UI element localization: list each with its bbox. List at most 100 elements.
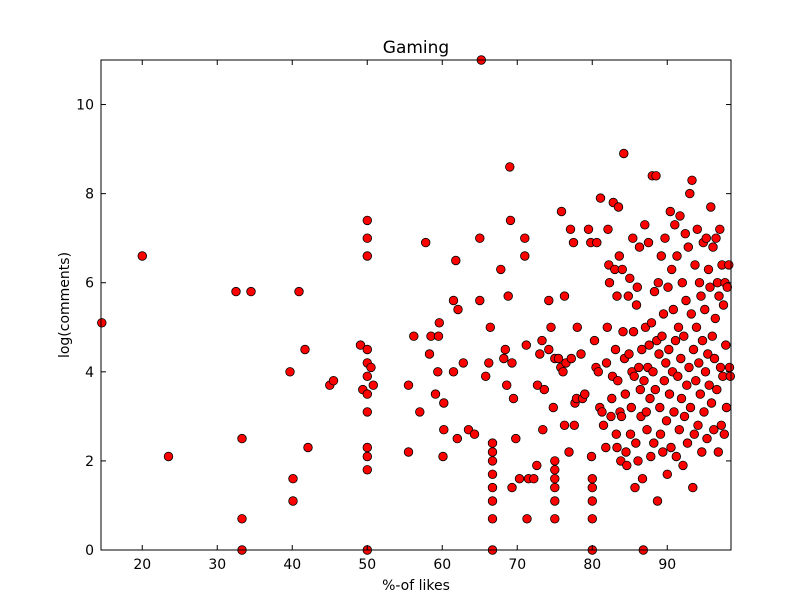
data-point: [679, 331, 689, 341]
data-point: [511, 433, 521, 444]
data-point: [362, 215, 373, 226]
data-point: [403, 380, 414, 390]
data-point: [686, 309, 697, 319]
data-point: [685, 188, 695, 199]
data-point: [709, 425, 719, 435]
y-tick-label: 8: [85, 187, 94, 203]
data-point: [724, 362, 735, 373]
plot-area-frame: [100, 59, 732, 551]
data-point: [521, 340, 532, 350]
data-point: [452, 433, 463, 444]
data-point: [620, 389, 631, 399]
data-point: [621, 447, 631, 457]
data-point: [706, 398, 717, 408]
axis-ticks: 20 30 40 50 60 70 80 90 0 2 4 6 8 10: [76, 60, 731, 573]
data-point: [572, 322, 583, 333]
data-point: [670, 335, 681, 346]
data-point: [366, 362, 376, 373]
data-point: [565, 224, 576, 235]
data-point: [587, 482, 598, 493]
data-point: [672, 251, 682, 261]
data-point: [520, 233, 530, 243]
data-point: [722, 282, 733, 292]
x-tick-label: 60: [433, 557, 451, 573]
data-point: [601, 442, 611, 453]
data-point: [669, 407, 679, 417]
data-point: [658, 447, 668, 457]
data-point: [458, 358, 469, 368]
data-point: [438, 451, 448, 462]
data-point: [409, 331, 419, 341]
data-point: [697, 335, 708, 346]
data-point: [603, 224, 613, 235]
x-tick-label: 70: [508, 557, 526, 573]
data-point: [586, 451, 597, 462]
data-point: [688, 482, 698, 493]
data-point: [649, 438, 659, 448]
data-point: [719, 429, 730, 439]
data-point: [661, 416, 672, 426]
data-point: [487, 482, 498, 493]
data-point: [634, 362, 644, 373]
data-point: [678, 460, 688, 471]
data-point: [712, 384, 722, 395]
data-point: [700, 367, 711, 377]
data-point: [537, 335, 547, 346]
x-tick-label: 50: [358, 557, 376, 573]
data-point: [505, 215, 516, 226]
data-point: [580, 389, 590, 399]
data-point: [673, 371, 683, 382]
data-point: [475, 233, 485, 243]
data-point: [674, 425, 685, 435]
y-tick-label: 0: [85, 543, 94, 559]
data-point: [430, 389, 441, 399]
data-point: [475, 295, 485, 306]
data-point: [716, 420, 727, 431]
data-point: [673, 322, 684, 333]
data-point: [715, 224, 725, 235]
data-point: [502, 380, 512, 390]
data-point: [671, 451, 682, 462]
data-point: [641, 407, 652, 417]
data-point: [469, 429, 480, 439]
x-tick-label: 90: [658, 557, 676, 573]
data-point: [137, 251, 148, 261]
data-point: [424, 349, 435, 359]
data-point: [514, 474, 525, 484]
data-point: [553, 353, 564, 364]
data-point: [657, 331, 667, 341]
data-point: [679, 411, 690, 422]
data-point: [725, 371, 736, 382]
data-point: [721, 340, 731, 350]
data-point: [659, 376, 670, 386]
y-tick-label: 10: [76, 98, 94, 114]
data-point: [680, 228, 691, 239]
data-point: [703, 264, 714, 275]
data-point: [658, 309, 669, 319]
data-point: [500, 344, 511, 355]
data-point: [655, 402, 665, 413]
x-axis-label: %-of likes: [382, 578, 450, 594]
data-point: [643, 237, 654, 248]
data-point: [681, 295, 691, 306]
data-point: [710, 313, 721, 324]
data-point: [632, 282, 643, 292]
data-point: [684, 362, 694, 373]
data-point: [439, 398, 449, 408]
data-point: [163, 451, 174, 462]
data-point: [613, 376, 623, 386]
data-point: [546, 322, 556, 333]
data-point: [687, 175, 697, 186]
data-point: [550, 496, 560, 506]
data-point: [612, 291, 622, 301]
data-point: [709, 353, 720, 364]
data-point: [631, 300, 642, 310]
x-tick-label: 20: [133, 557, 151, 573]
data-point: [583, 224, 594, 235]
data-point: [706, 202, 716, 212]
data-point: [550, 474, 560, 484]
data-point: [663, 282, 673, 292]
data-point: [703, 349, 713, 359]
y-tick-label: 2: [85, 454, 94, 470]
